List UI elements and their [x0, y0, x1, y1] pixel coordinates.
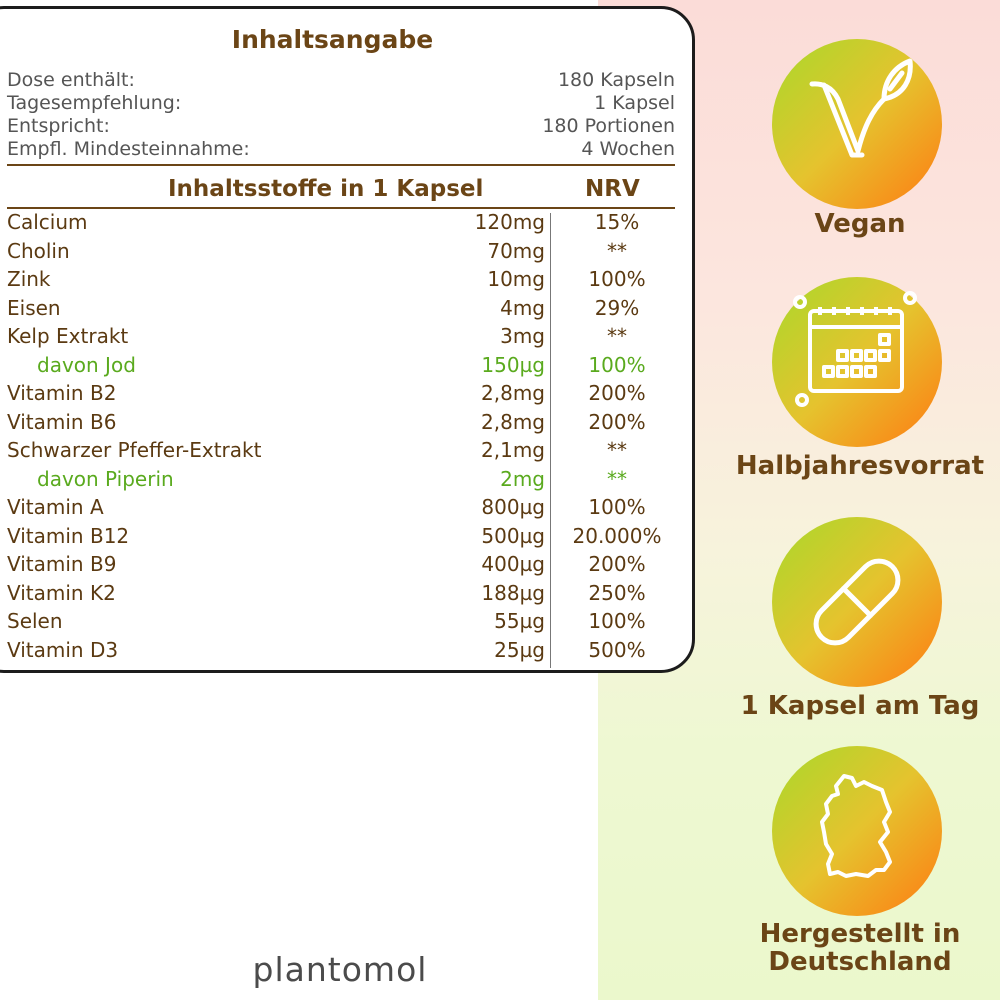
table-row: Kelp Extrakt 3mg **: [7, 324, 675, 352]
ingredient-name: Vitamin D3: [7, 638, 119, 662]
table-row: Vitamin B12 500µg 20.000%: [7, 524, 675, 552]
table-row: Zink 10mg 100%: [7, 267, 675, 295]
ingredient-amount: 2,8mg: [481, 381, 545, 405]
ingredient-amount: 400µg: [481, 552, 545, 576]
table-row: Eisen 4mg 29%: [7, 296, 675, 324]
ingredient-amount: 55µg: [494, 609, 545, 633]
divider: [7, 164, 675, 166]
vegan-badge: [772, 39, 942, 209]
divider: [7, 207, 675, 209]
ingredient-name: Zink: [7, 267, 51, 291]
ingredient-name: Vitamin K2: [7, 581, 116, 605]
info-value: 180 Kapseln: [557, 69, 675, 91]
ingredient-amount: 4mg: [500, 296, 545, 320]
ingredient-amount: 120mg: [474, 210, 545, 234]
ingredient-nrv: 100%: [588, 609, 646, 633]
table-subrow: davon Piperin 2mg **: [7, 467, 675, 495]
ingredient-name: Cholin: [7, 239, 70, 263]
ingredient-name: Schwarzer Pfeffer-Extrakt: [7, 438, 262, 462]
card-title: Inhaltsangabe: [231, 25, 434, 54]
ingredient-nrv: 200%: [588, 381, 646, 405]
ingredient-nrv: **: [607, 467, 627, 491]
ingredients-header: Inhaltsstoffe in 1 Kapsel: [168, 176, 484, 202]
nrv-header: NRV: [585, 176, 640, 202]
ingredient-amount: 188µg: [481, 581, 545, 605]
ingredient-name: davon Piperin: [37, 467, 174, 491]
dose-badge: [772, 517, 942, 687]
ingredient-nrv: **: [607, 324, 627, 348]
info-row: Tagesempfehlung: 1 Kapsel: [7, 92, 675, 116]
ingredient-name: Eisen: [7, 296, 61, 320]
badge-label: Halbjahresvorrat: [735, 451, 985, 481]
ingredient-name: Calcium: [7, 210, 88, 234]
badge-label: Vegan: [814, 209, 906, 239]
ingredient-nrv: 200%: [588, 410, 646, 434]
ingredient-amount: 2mg: [500, 467, 545, 491]
ingredient-amount: 2,1mg: [481, 438, 545, 462]
table-row: Vitamin K2 188µg 250%: [7, 581, 675, 609]
ingredient-name: Vitamin B9: [7, 552, 117, 576]
info-label: Dose enthält:: [7, 69, 135, 91]
table-row: Vitamin A 800µg 100%: [7, 495, 675, 523]
info-row: Dose enthält: 180 Kapseln: [7, 69, 675, 93]
ingredient-nrv: 100%: [588, 495, 646, 519]
info-value: 180 Portionen: [542, 115, 675, 137]
info-row: Empfl. Mindesteinnahme: 4 Wochen: [7, 138, 675, 162]
ingredient-name: Kelp Extrakt: [7, 324, 129, 348]
table-row: Calcium 120mg 15%: [7, 210, 675, 238]
ingredient-amount: 10mg: [487, 267, 545, 291]
badge-label: Hergestellt in Deutschland: [759, 919, 961, 977]
table-row: Vitamin D3 25µg 500%: [7, 638, 675, 666]
ingredient-name: Selen: [7, 609, 63, 633]
ingredient-nrv: 100%: [588, 267, 646, 291]
ingredient-amount: 3mg: [500, 324, 545, 348]
info-row: Entspricht: 180 Portionen: [7, 115, 675, 139]
info-label: Entspricht:: [7, 115, 110, 137]
ingredient-name: Vitamin B6: [7, 410, 117, 434]
ingredient-nrv: 20.000%: [572, 524, 662, 548]
ingredient-amount: 800µg: [481, 495, 545, 519]
made-in-germany-badge: [772, 746, 942, 916]
ingredient-nrv: 100%: [588, 353, 646, 377]
info-label: Tagesempfehlung:: [7, 92, 182, 114]
ingredient-nrv: **: [607, 239, 627, 263]
table-row: Vitamin B2 2,8mg 200%: [7, 381, 675, 409]
nutrition-card: Inhaltsangabe Dose enthält: 180 Kapseln …: [0, 6, 695, 673]
info-value: 4 Wochen: [581, 138, 675, 160]
table-row: Vitamin B6 2,8mg 200%: [7, 410, 675, 438]
ingredient-name: Vitamin B2: [7, 381, 117, 405]
ingredient-name: Vitamin A: [7, 495, 104, 519]
capsule-icon: [813, 558, 901, 646]
badge-label: 1 Kapsel am Tag: [740, 691, 980, 721]
germany-map-icon: [820, 774, 892, 878]
column-divider: [550, 213, 551, 668]
vegan-leaf-icon: [809, 58, 913, 158]
table-row: Cholin 70mg **: [7, 239, 675, 267]
table-row: Selen 55µg 100%: [7, 609, 675, 637]
table-row: Schwarzer Pfeffer-Extrakt 2,1mg **: [7, 438, 675, 466]
info-value: 1 Kapsel: [594, 92, 675, 114]
calendar-icon: [793, 291, 917, 407]
ingredient-nrv: **: [607, 438, 627, 462]
ingredient-amount: 2,8mg: [481, 410, 545, 434]
table-row: Vitamin B9 400µg 200%: [7, 552, 675, 580]
table-subrow: davon Jod 150µg 100%: [7, 353, 675, 381]
ingredient-nrv: 29%: [594, 296, 640, 320]
ingredient-nrv: 250%: [588, 581, 646, 605]
ingredient-nrv: 15%: [594, 210, 640, 234]
info-label: Empfl. Mindesteinnahme:: [7, 138, 250, 160]
ingredient-amount: 70mg: [487, 239, 545, 263]
ingredient-amount: 500µg: [481, 524, 545, 548]
ingredient-nrv: 500%: [588, 638, 646, 662]
ingredient-amount: 25µg: [494, 638, 545, 662]
supply-badge: [772, 277, 942, 447]
ingredient-name: davon Jod: [37, 353, 136, 377]
brand-logo: plantomol: [252, 950, 428, 989]
ingredient-amount: 150µg: [481, 353, 545, 377]
ingredient-nrv: 200%: [588, 552, 646, 576]
ingredient-name: Vitamin B12: [7, 524, 130, 548]
